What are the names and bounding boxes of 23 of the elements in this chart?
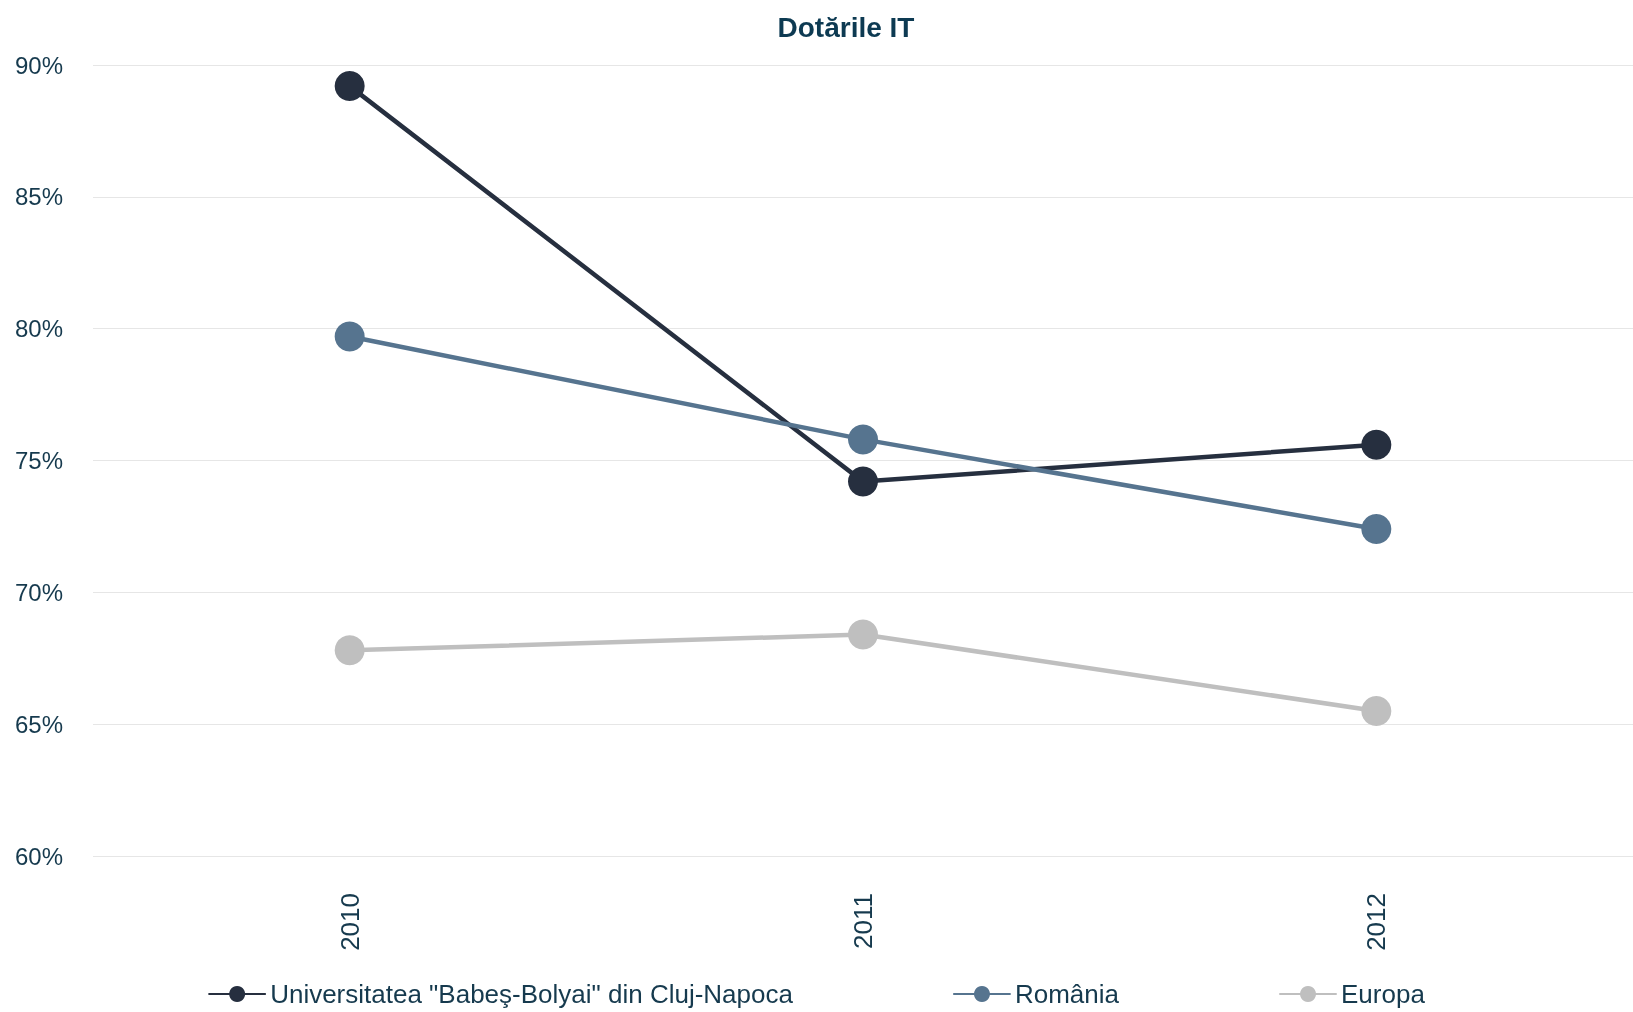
point xyxy=(848,466,878,497)
x-tick-label: 2012 xyxy=(1361,893,1392,951)
y-tick-label: 65% xyxy=(15,710,64,738)
point xyxy=(1361,695,1392,726)
point xyxy=(334,71,365,102)
legend-label: România xyxy=(1014,979,1120,1009)
y-tick-label: 85% xyxy=(15,183,64,211)
legend-label: Europa xyxy=(1341,979,1426,1009)
y-tick-label: 70% xyxy=(15,578,64,606)
point xyxy=(848,424,878,455)
point xyxy=(334,321,365,352)
point xyxy=(334,635,365,666)
chart-title: Dotările IT xyxy=(777,11,915,43)
x-tick-label: 2010 xyxy=(334,893,365,951)
y-tick-label: 80% xyxy=(15,315,64,343)
point xyxy=(1361,514,1392,545)
x-tick-label: 2011 xyxy=(848,893,878,949)
y-tick-label: 75% xyxy=(15,447,64,474)
point xyxy=(1361,429,1392,460)
point xyxy=(848,619,878,650)
legend-label: Universitatea "Babeş-Bolyai" din Cluj-Napoca xyxy=(270,979,794,1009)
y-tick-label: 90% xyxy=(15,51,64,79)
y-tick-label: 60% xyxy=(15,842,64,870)
